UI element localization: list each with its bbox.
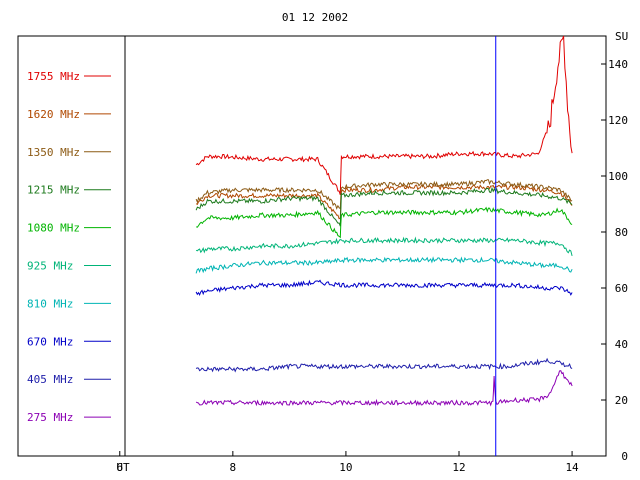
y-unit-label: SU xyxy=(615,30,628,43)
y-tick-label: 20 xyxy=(615,394,628,407)
legend-label: 1350 MHz xyxy=(27,146,80,159)
y-tick-label: 40 xyxy=(615,338,628,351)
x-tick-label: 6 xyxy=(116,461,123,474)
x-tick-label: 8 xyxy=(230,461,237,474)
y-tick-label: 100 xyxy=(608,170,628,183)
plot-frame xyxy=(17,35,607,457)
series-line xyxy=(195,35,573,195)
x-tick-label: 12 xyxy=(452,461,465,474)
x-axis: 6 8 10 12 14 xyxy=(116,451,579,474)
legend-label: 1755 MHz xyxy=(27,70,80,83)
series-line xyxy=(195,236,573,257)
x-tick-label: 14 xyxy=(565,461,579,474)
legend-label: 1080 MHz xyxy=(27,222,80,235)
legend-label: 810 MHz xyxy=(27,297,73,310)
series-line xyxy=(195,279,573,296)
x-axis-label: UT xyxy=(116,461,130,474)
chart-title: 01 12 2002 xyxy=(282,11,348,24)
series-line xyxy=(195,184,573,220)
y-tick-label: 60 xyxy=(615,282,628,295)
legend-label: 1215 MHz xyxy=(27,184,80,197)
legend: 1755 MHz 1620 MHz 1350 MHz 1215 MHz 1080 MHz… xyxy=(27,70,111,424)
x-tick-label: 10 xyxy=(339,461,352,474)
legend-label: 670 MHz xyxy=(27,335,73,348)
series-line xyxy=(195,186,573,227)
legend-label: 275 MHz xyxy=(27,411,73,424)
series-line xyxy=(195,206,573,239)
legend-label: 1620 MHz xyxy=(27,108,80,121)
y-tick-label: 0 xyxy=(621,450,628,463)
y-tick-label: 120 xyxy=(608,114,628,127)
series-line xyxy=(195,370,573,407)
series-line xyxy=(195,179,573,210)
series-layer xyxy=(195,35,573,407)
y-tick-label: 140 xyxy=(608,58,628,71)
series-line xyxy=(195,256,573,274)
legend-label: 925 MHz xyxy=(27,260,73,273)
legend-label: 405 MHz xyxy=(27,373,73,386)
series-line xyxy=(195,357,573,373)
y-axis: 0 20 40 60 80 100 120 140 xyxy=(601,58,628,463)
y-tick-label: 80 xyxy=(615,226,628,239)
